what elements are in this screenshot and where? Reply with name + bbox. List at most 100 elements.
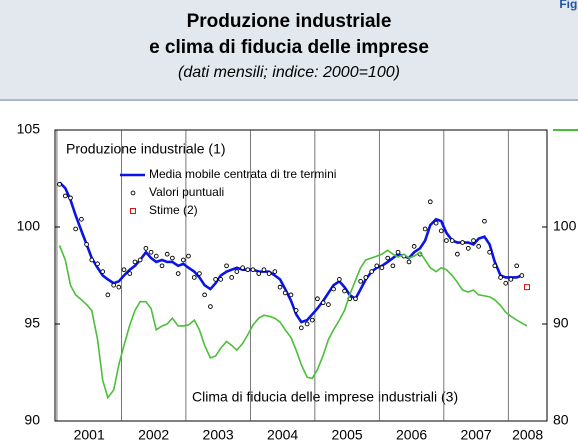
data-point: [390, 263, 396, 269]
data-point: [482, 218, 487, 224]
data-point: [240, 265, 245, 271]
data-point: [487, 249, 492, 255]
data-point: [132, 259, 138, 265]
data-point: [89, 257, 95, 263]
data-point: [293, 308, 299, 313]
data-point: [433, 220, 439, 226]
data-point: [465, 245, 471, 251]
data-point: [197, 271, 202, 276]
data-point: [62, 193, 68, 199]
data-point: [455, 251, 460, 257]
estimate-point: [524, 284, 531, 291]
data-point: [84, 242, 89, 247]
data-point: [202, 292, 207, 298]
data-point: [261, 267, 267, 273]
data-point: [363, 275, 369, 280]
data-point: [427, 199, 433, 205]
x-tick-label: 2005: [332, 427, 363, 443]
data-point: [159, 263, 165, 269]
data-point: [326, 302, 331, 307]
data-point: [148, 249, 154, 255]
legend-label: Stime (2): [149, 203, 198, 217]
data-point: [411, 244, 417, 249]
x-tick-label: 2001: [74, 427, 105, 443]
x-tick-label: 2007: [460, 427, 491, 443]
data-point: [460, 240, 465, 245]
y-tick-label: 95: [24, 315, 40, 331]
y-tick-label: 105: [17, 121, 41, 137]
data-point: [498, 275, 503, 280]
data-point: [503, 280, 509, 286]
data-point: [471, 238, 476, 243]
data-point: [266, 271, 272, 276]
data-point: [444, 238, 449, 243]
x-tick-label: 2002: [138, 427, 169, 443]
data-point: [218, 277, 224, 282]
data-point: [374, 263, 380, 269]
x-tick-label: 2008: [512, 427, 543, 443]
data-point: [213, 277, 218, 282]
data-point: [353, 296, 358, 302]
x-tick-label: 2003: [203, 427, 234, 443]
data-point: [121, 267, 127, 273]
data-point: [250, 267, 256, 273]
chart-subtitle: (dati mensili; indice: 2000=100): [178, 64, 400, 81]
data-point: [208, 304, 213, 309]
data-point: [304, 321, 310, 327]
data-point: [143, 245, 149, 251]
data-point: [406, 259, 412, 265]
data-point: [186, 253, 191, 259]
data-point: [95, 261, 100, 267]
y2-tick-label: 100: [553, 218, 577, 234]
data-point: [298, 325, 304, 331]
y2-tick-label: 90: [553, 315, 569, 331]
data-point: [476, 244, 481, 249]
data-point: [256, 271, 262, 276]
data-point: [320, 300, 326, 306]
header-background: [0, 0, 578, 100]
data-point: [175, 271, 181, 276]
data-point: [73, 226, 78, 232]
data-point: [116, 284, 122, 290]
data-point: [57, 181, 62, 187]
data-point: [337, 277, 342, 282]
data-point: [229, 275, 235, 280]
data-point: [272, 269, 278, 274]
data-point: [111, 282, 117, 288]
data-point: [379, 265, 385, 271]
data-point: [282, 290, 288, 296]
x-tick-label: 2004: [267, 427, 298, 443]
data-point: [277, 284, 283, 290]
data-point: [224, 263, 229, 269]
data-point: [385, 255, 391, 261]
data-point: [191, 275, 197, 280]
annotation: Clima di fiducia delle imprese industria…: [192, 389, 458, 405]
legend-swatch: [130, 190, 136, 196]
chart-title: e clima di fiducia delle imprese: [149, 37, 429, 58]
y-tick-label: 100: [17, 218, 41, 234]
y-tick-label: 90: [24, 412, 40, 428]
data-point: [342, 288, 347, 294]
data-point: [309, 317, 315, 323]
data-point: [245, 267, 251, 273]
plot-frame: [54, 129, 548, 422]
data-point: [331, 286, 336, 292]
data-point: [519, 273, 525, 278]
chart-title: Produzione industriale: [187, 11, 392, 32]
data-point: [508, 277, 514, 282]
data-point: [492, 263, 498, 269]
series-line: [58, 245, 528, 400]
data-point: [79, 216, 84, 222]
data-point: [164, 251, 170, 257]
data-point: [514, 263, 520, 269]
data-point: [234, 269, 240, 274]
data-point: [395, 249, 401, 255]
figure-label: Figura: [559, 0, 578, 11]
data-point: [438, 228, 444, 234]
data-point: [315, 296, 320, 302]
data-point: [170, 255, 175, 261]
legend-swatch: [130, 208, 136, 214]
y2-tick-label: 80: [553, 412, 569, 428]
legend-label: Valori puntuali: [149, 185, 224, 199]
